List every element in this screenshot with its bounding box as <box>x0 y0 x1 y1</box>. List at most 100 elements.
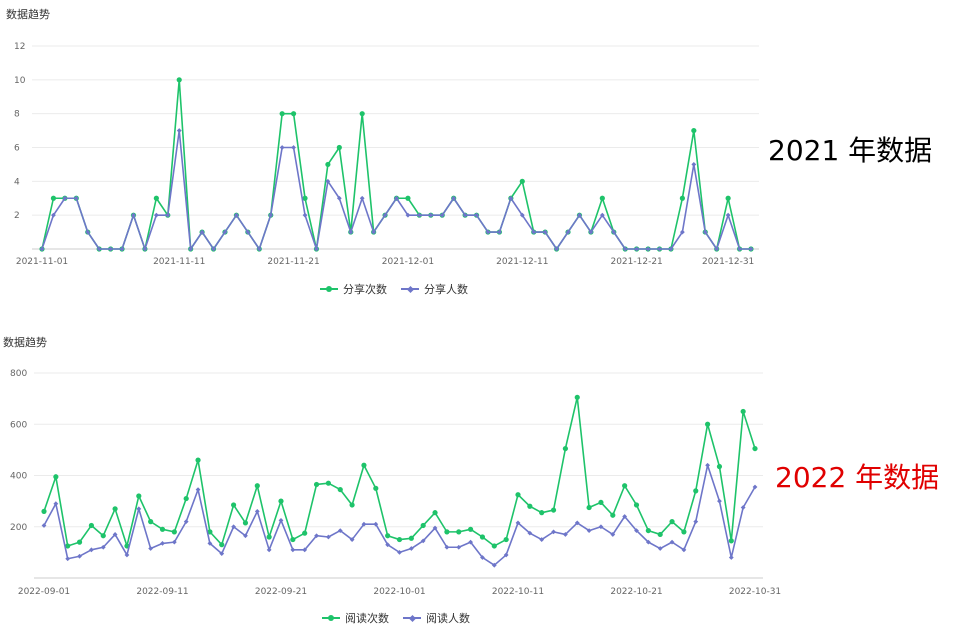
data-point[interactable] <box>456 529 462 535</box>
data-point[interactable] <box>176 77 182 83</box>
data-point[interactable] <box>359 111 365 117</box>
data-point[interactable] <box>752 445 758 452</box>
data-point[interactable] <box>439 212 445 218</box>
data-point[interactable] <box>668 246 674 252</box>
data-point[interactable] <box>302 547 308 553</box>
data-point[interactable] <box>361 521 367 527</box>
data-point[interactable] <box>136 506 142 512</box>
data-point[interactable] <box>748 246 754 252</box>
data-point[interactable] <box>503 552 509 558</box>
data-point[interactable] <box>211 246 216 252</box>
data-point[interactable] <box>195 457 201 463</box>
data-point[interactable] <box>681 547 687 553</box>
data-point[interactable] <box>160 541 165 546</box>
data-point[interactable] <box>456 544 462 550</box>
data-point[interactable] <box>669 519 675 525</box>
data-point[interactable] <box>702 229 708 235</box>
data-point[interactable] <box>622 246 628 252</box>
data-point[interactable] <box>279 145 285 150</box>
data-point[interactable] <box>314 246 319 252</box>
data-point[interactable] <box>222 229 228 235</box>
data-point[interactable] <box>256 246 262 252</box>
data-point[interactable] <box>207 529 213 535</box>
data-point[interactable] <box>599 212 605 218</box>
data-point[interactable] <box>51 212 56 218</box>
data-point[interactable] <box>474 212 479 218</box>
data-point[interactable] <box>725 195 731 201</box>
data-point[interactable] <box>100 544 106 550</box>
data-point[interactable] <box>405 212 411 218</box>
data-point[interactable] <box>515 520 521 526</box>
data-point[interactable] <box>131 212 136 218</box>
data-point[interactable] <box>207 541 213 546</box>
data-point[interactable] <box>468 526 474 532</box>
data-point[interactable] <box>153 195 159 201</box>
data-point[interactable] <box>314 533 319 539</box>
data-point[interactable] <box>598 499 604 506</box>
data-point[interactable] <box>737 246 742 252</box>
data-point[interactable] <box>165 212 171 218</box>
legend-item-read-count[interactable]: 阅读次数 <box>322 610 389 626</box>
data-point[interactable] <box>611 229 617 235</box>
data-point[interactable] <box>588 229 594 235</box>
data-point[interactable] <box>176 128 182 133</box>
data-point[interactable] <box>159 526 166 532</box>
data-point[interactable] <box>148 519 154 525</box>
data-point[interactable] <box>515 492 521 498</box>
data-point[interactable] <box>527 530 533 536</box>
data-point[interactable] <box>148 546 154 551</box>
data-point[interactable] <box>669 539 675 545</box>
data-point[interactable] <box>291 145 296 150</box>
data-point[interactable] <box>290 536 296 543</box>
data-point[interactable] <box>243 533 248 539</box>
data-point[interactable] <box>77 553 82 559</box>
data-point[interactable] <box>681 529 687 535</box>
data-point[interactable] <box>598 524 604 530</box>
data-point[interactable] <box>336 195 342 201</box>
data-point[interactable] <box>278 517 284 523</box>
data-point[interactable] <box>752 484 758 490</box>
data-point[interactable] <box>397 549 402 555</box>
data-point[interactable] <box>337 528 343 533</box>
data-point[interactable] <box>716 463 723 470</box>
data-point[interactable] <box>693 488 699 494</box>
data-point[interactable] <box>171 529 177 535</box>
data-point[interactable] <box>290 547 296 553</box>
data-point[interactable] <box>420 538 426 544</box>
data-point[interactable] <box>519 178 525 184</box>
data-point[interactable] <box>53 501 59 507</box>
data-point[interactable] <box>586 504 592 511</box>
data-point[interactable] <box>574 520 580 526</box>
data-point[interactable] <box>714 246 720 252</box>
data-point[interactable] <box>539 537 545 542</box>
data-point[interactable] <box>278 498 284 504</box>
data-point[interactable] <box>65 543 71 549</box>
data-point[interactable] <box>420 522 426 529</box>
data-point[interactable] <box>242 520 249 526</box>
data-point[interactable] <box>302 212 308 218</box>
data-point[interactable] <box>62 195 68 201</box>
data-point[interactable] <box>550 507 557 513</box>
data-point[interactable] <box>408 535 414 541</box>
data-point[interactable] <box>691 127 697 134</box>
data-point[interactable] <box>444 544 450 550</box>
data-point[interactable] <box>551 529 556 535</box>
data-point[interactable] <box>371 229 377 235</box>
data-point[interactable] <box>451 195 457 201</box>
data-point[interactable] <box>361 462 367 468</box>
data-point[interactable] <box>119 246 125 252</box>
data-point[interactable] <box>574 394 580 400</box>
data-point[interactable] <box>491 543 497 549</box>
data-point[interactable] <box>396 536 403 543</box>
data-point[interactable] <box>385 542 391 548</box>
data-point[interactable] <box>497 229 502 235</box>
data-point[interactable] <box>586 528 592 533</box>
data-point[interactable] <box>562 445 569 452</box>
data-point[interactable] <box>231 524 236 530</box>
data-point[interactable] <box>657 546 663 551</box>
data-point[interactable] <box>219 551 225 557</box>
chart2-legend[interactable]: 阅读次数 阅读人数 <box>322 610 470 626</box>
data-point[interactable] <box>679 229 685 235</box>
data-point[interactable] <box>610 512 616 518</box>
data-point[interactable] <box>76 539 83 545</box>
